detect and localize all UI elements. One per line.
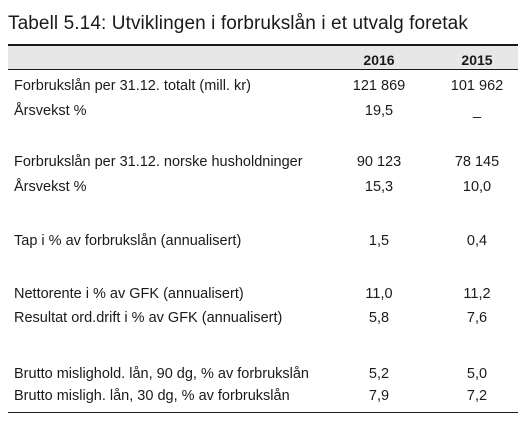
table-row: Brutto misligh. lån, 30 dg, % av forbruk… bbox=[8, 388, 518, 408]
value-2016: 19,5 bbox=[364, 103, 394, 119]
row-label: Nettorente i % av GFK (annualisert) bbox=[14, 286, 244, 302]
value-2015: 10,0 bbox=[462, 179, 492, 195]
table-top-rule bbox=[8, 44, 518, 46]
column-header-2015: 2015 bbox=[461, 52, 493, 68]
value-2015: 11,2 bbox=[463, 286, 491, 302]
table-row: Årsvekst % 15,3 10,0 bbox=[8, 179, 518, 199]
value-2015: _ bbox=[472, 103, 482, 119]
row-label: Årsvekst % bbox=[14, 179, 87, 195]
table-row: Tap i % av forbrukslån (annualisert) 1,5… bbox=[8, 233, 518, 253]
table-bottom-rule bbox=[8, 412, 518, 413]
value-2016: 121 869 bbox=[352, 78, 406, 94]
value-2016: 7,9 bbox=[368, 388, 390, 404]
row-label: Forbrukslån per 31.12. totalt (mill. kr) bbox=[14, 78, 251, 94]
row-label: Tap i % av forbrukslån (annualisert) bbox=[14, 233, 242, 249]
row-label: Årsvekst % bbox=[14, 103, 87, 119]
value-2016: 11,0 bbox=[365, 286, 393, 302]
row-label: Forbrukslån per 31.12. norske husholdnin… bbox=[14, 154, 303, 170]
table-header: 2016 2015 bbox=[8, 46, 518, 69]
value-2015: 78 145 bbox=[454, 154, 500, 170]
value-2015: 5,0 bbox=[466, 366, 488, 382]
value-2016: 5,2 bbox=[368, 366, 390, 382]
value-2015: 7,6 bbox=[466, 310, 488, 326]
row-label: Brutto mislighold. lån, 90 dg, % av forb… bbox=[14, 366, 309, 382]
column-header-2016: 2016 bbox=[363, 52, 395, 68]
value-2015: 101 962 bbox=[450, 78, 504, 94]
table-row: Brutto mislighold. lån, 90 dg, % av forb… bbox=[8, 366, 518, 386]
table-title: Tabell 5.14: Utviklingen i forbrukslån i… bbox=[8, 13, 468, 34]
table-row: Forbrukslån per 31.12. totalt (mill. kr)… bbox=[8, 78, 518, 98]
table-header-rule bbox=[8, 69, 518, 70]
table-row: Forbrukslån per 31.12. norske husholdnin… bbox=[8, 154, 518, 174]
table-row: Resultat ord.drift i % av GFK (annualise… bbox=[8, 310, 518, 330]
value-2015: 0,4 bbox=[466, 233, 488, 249]
table-row: Årsvekst % 19,5 _ bbox=[8, 103, 518, 123]
table-row: Nettorente i % av GFK (annualisert) 11,0… bbox=[8, 286, 518, 306]
value-2016: 90 123 bbox=[356, 154, 402, 170]
value-2015: 7,2 bbox=[466, 388, 488, 404]
value-2016: 1,5 bbox=[368, 233, 390, 249]
row-label: Resultat ord.drift i % av GFK (annualise… bbox=[14, 310, 283, 326]
value-2016: 5,8 bbox=[368, 310, 390, 326]
value-2016: 15,3 bbox=[364, 179, 394, 195]
row-label: Brutto misligh. lån, 30 dg, % av forbruk… bbox=[14, 388, 290, 404]
